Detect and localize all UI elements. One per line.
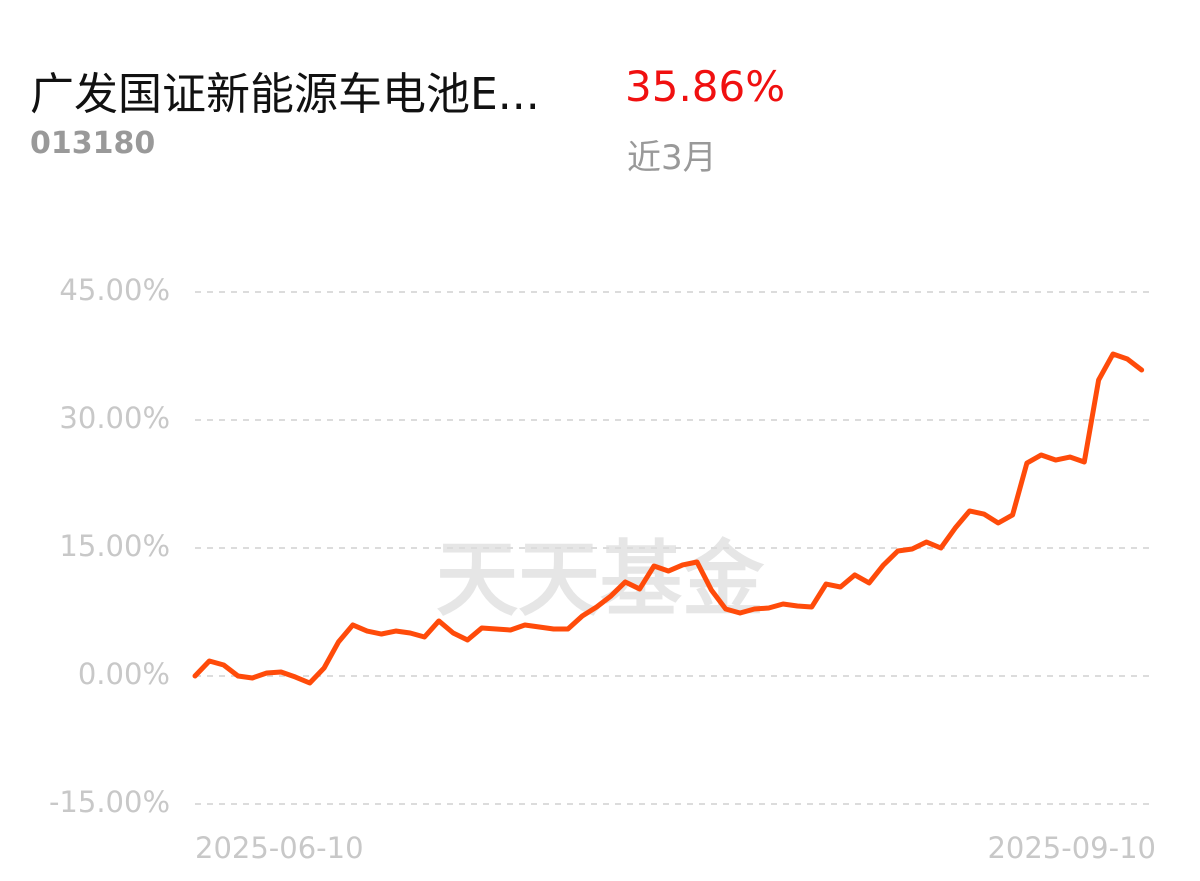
y-tick-label: 15.00% bbox=[59, 529, 170, 563]
fund-return: 35.86% bbox=[625, 62, 786, 111]
period: 近3月 bbox=[627, 138, 717, 178]
y-tick-label: 0.00% bbox=[78, 657, 170, 691]
y-tick-label: 45.00% bbox=[59, 273, 170, 307]
watermark: 天天基金 bbox=[436, 532, 765, 627]
fund-title: 广发国证新能源车电池E... bbox=[30, 69, 540, 120]
y-tick-label: 30.00% bbox=[59, 401, 170, 435]
line-series bbox=[192, 351, 1145, 686]
x-tick-label: 2025-06-10 bbox=[195, 831, 364, 865]
x-tick-label: 2025-09-10 bbox=[987, 831, 1156, 865]
y-tick-label: -15.00% bbox=[49, 785, 170, 819]
fund-code: 013180 bbox=[30, 126, 156, 161]
